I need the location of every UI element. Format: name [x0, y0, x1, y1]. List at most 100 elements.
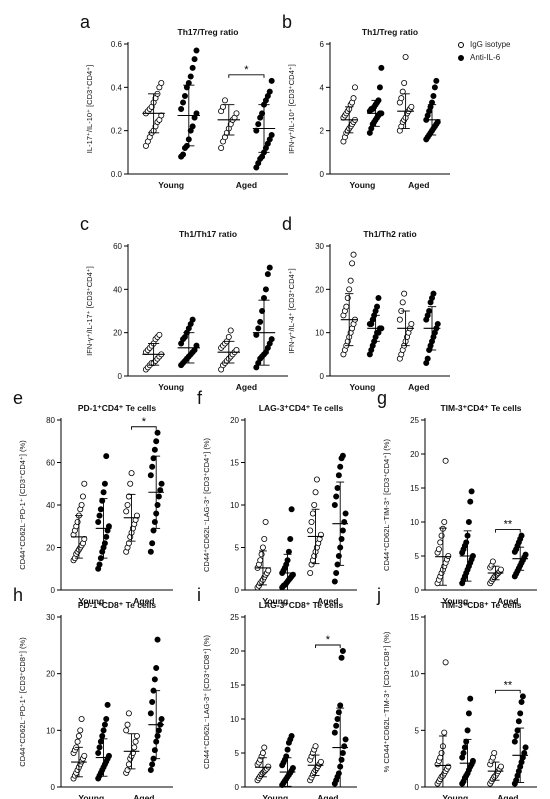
panel-a-anti-il6-0-point-15 — [189, 64, 196, 71]
panel-g-ytick-label-5: 25 — [410, 416, 419, 425]
panel-d-letter: d — [282, 214, 292, 234]
panel-e-ytick-label-3: 60 — [46, 459, 55, 468]
panel-g-igg-0-point-15 — [442, 457, 449, 464]
panel-a-anti-il6-0-point-6 — [189, 123, 196, 130]
panel-e-anti-il6-1-point-6 — [155, 493, 162, 500]
panel-h-igg-1-point-2 — [125, 761, 132, 768]
panel-a-igg-1-point-8 — [233, 110, 240, 117]
panel-a-ytick-label-2: 0.4 — [111, 83, 123, 92]
panel-a-ytick-label-1: 0.2 — [111, 127, 123, 136]
panel-h-igg-0-point-12 — [74, 738, 81, 745]
panel-e-ytick-label-0: 0 — [51, 586, 56, 595]
panel-i-igg-0-point-13 — [259, 750, 266, 757]
panel-a-anti-il6-0-point-17 — [193, 47, 200, 54]
panel-a-anti-il6-1-point-17 — [268, 77, 275, 84]
panel-f-igg-1-point-9 — [307, 527, 314, 534]
panel-f-ylabel: CD44⁺CD62L⁻LAG-3⁺ [CD3⁺CD4⁺] (%) — [202, 438, 211, 572]
panel-f-igg-1-point-14 — [313, 476, 320, 483]
panel-d-title: Th1/Th2 ratio — [363, 229, 416, 239]
panel-f-igg-1-point-0 — [307, 570, 314, 577]
panel-d-igg-1-point-12 — [401, 290, 408, 297]
panel-h-anti-il6-0-point-11 — [97, 738, 104, 745]
panel-b-xtick-label-0: Young — [349, 180, 375, 190]
panel-e-anti-il6-0-point-1 — [96, 561, 103, 568]
panel-g-anti-il6-0-point-16 — [468, 488, 475, 495]
panel-e-anti-il6-1-point-0 — [147, 548, 154, 555]
panel-g-igg-0-point-11 — [437, 539, 444, 546]
panel-h-igg-1-point-11 — [125, 710, 132, 717]
panel-e-ytick-label-4: 80 — [46, 416, 55, 425]
panel-c-xtick-label-1: Aged — [236, 382, 257, 392]
panel-d-igg-0-point-15 — [349, 260, 356, 267]
panel-b-ytick-label-3: 6 — [320, 40, 325, 49]
panel-j-ytick-label-1: 5 — [415, 726, 420, 735]
panel-c-title: Th1/Th17 ratio — [179, 229, 237, 239]
panel-i-igg-1-point-8 — [317, 758, 324, 765]
panel-d-ytick-label-3: 30 — [315, 242, 324, 251]
panel-i-xtick-label-0: Young — [262, 793, 288, 799]
panel-b-igg-1-point-8 — [408, 103, 415, 110]
panel-b-anti-il6-0-point-16 — [376, 84, 383, 91]
legend-item-anti-il6: Anti-IL-6 — [458, 51, 510, 64]
panel-j-ylabel: % CD44⁺CD62L⁻TIM-3⁺ [CD3⁺CD8⁺] (%) — [382, 631, 391, 772]
panel-g-ytick-label-4: 20 — [410, 450, 419, 459]
panel-f-anti-il6-1-point-10 — [333, 493, 340, 500]
panel-e-anti-il6-0-point-10 — [96, 512, 103, 519]
panel-f-xtick-label-0: Young — [262, 596, 288, 606]
panel-g-ylabel: CD44⁺CD62L⁻TIM-3⁺ [CD3⁺CD4⁺] (%) — [382, 439, 391, 571]
panel-f-ytick-label-2: 10 — [230, 501, 239, 510]
panel-g-anti-il6-0-point-15 — [467, 498, 474, 505]
panel-a-igg-0-point-17 — [158, 80, 165, 87]
panel-f-anti-il6-0-point-15 — [287, 536, 294, 543]
panel-j-anti-il6-0-point-10 — [460, 750, 467, 757]
panel-b-anti-il6-1-point-14 — [430, 93, 437, 100]
panel-d-igg-0-point-16 — [350, 251, 357, 258]
panel-i-ylabel: CD44⁺CD62L⁻LAG-3⁺ [CD3⁺CD8⁺] (%) — [202, 635, 211, 769]
filled-circle-icon — [458, 54, 464, 61]
panel-i-anti-il6-1-point-14 — [338, 654, 345, 661]
panel-e-anti-il6-1-point-1 — [149, 540, 156, 547]
panel-f-anti-il6-0-point-14 — [285, 548, 292, 555]
panel-a-ytick-label-3: 0.6 — [111, 40, 123, 49]
panel-j-xtick-label-1: Aged — [497, 793, 518, 799]
panel-e-anti-il6-0-point-15 — [103, 453, 110, 460]
panel-f-igg-1-point-13 — [312, 489, 319, 496]
panel-i-title: LAG-3⁺CD8⁺ Te cells — [259, 600, 344, 610]
panel-g-ytick-label-3: 15 — [410, 484, 419, 493]
panel-d-igg-1-point-8 — [408, 320, 415, 327]
panel-a-ylabel: IL-17⁺/IL-10⁺ [CD3⁺CD4⁺] — [85, 65, 94, 153]
panel-h-anti-il6-0-point-13 — [100, 727, 107, 734]
panel-h-anti-il6-1-point-10 — [149, 699, 156, 706]
panel-g-igg-1-point-11 — [489, 558, 496, 565]
panel-j-title: TIM-3⁺CD8⁺ Te cells — [440, 600, 521, 610]
panel-g-sig-bracket-0 — [495, 529, 521, 533]
panel-f-igg-0-point-15 — [262, 519, 269, 526]
panel-h-anti-il6-1-point-14 — [154, 636, 161, 643]
panel-d-igg-0-point-11 — [343, 303, 350, 310]
panel-j-anti-il6-1-point-15 — [519, 693, 526, 700]
panel-g-ytick-label-2: 10 — [410, 518, 419, 527]
panel-c-anti-il6-1-point-8 — [268, 336, 275, 343]
panel-c-anti-il6-1-point-15 — [264, 271, 271, 278]
panel-d-anti-il6-1-point-14 — [430, 290, 437, 297]
panel-d-igg-0-point-14 — [347, 277, 354, 284]
panel-d-anti-il6-0-point-14 — [374, 303, 381, 310]
panel-h-ytick-label-3: 30 — [46, 613, 55, 622]
panel-e-xtick-label-1: Aged — [133, 596, 154, 606]
panel-f-igg-0-point-12 — [258, 551, 265, 558]
panel-f-ytick-label-3: 15 — [230, 459, 239, 468]
panel-a-anti-il6-0-point-10 — [180, 99, 187, 106]
panel-j-letter: j — [376, 585, 381, 605]
panel-c-anti-il6-1-point-12 — [259, 307, 266, 314]
panel-h-ytick-label-2: 20 — [46, 670, 55, 679]
panel-e-ytick-label-1: 20 — [46, 544, 55, 553]
panel-j-anti-il6-1-point-14 — [518, 699, 525, 706]
panel-h-anti-il6-0-point-15 — [103, 716, 110, 723]
panel-f-igg-0-point-13 — [259, 544, 266, 551]
panel-a-igg-1-point-11 — [221, 97, 228, 104]
panel-h-ytick-label-1: 10 — [46, 726, 55, 735]
panel-i-ytick-label-0: 0 — [235, 783, 240, 792]
panel-e-anti-il6-1-point-10 — [149, 463, 156, 470]
panel-a-anti-il6-0-point-9 — [178, 106, 185, 113]
